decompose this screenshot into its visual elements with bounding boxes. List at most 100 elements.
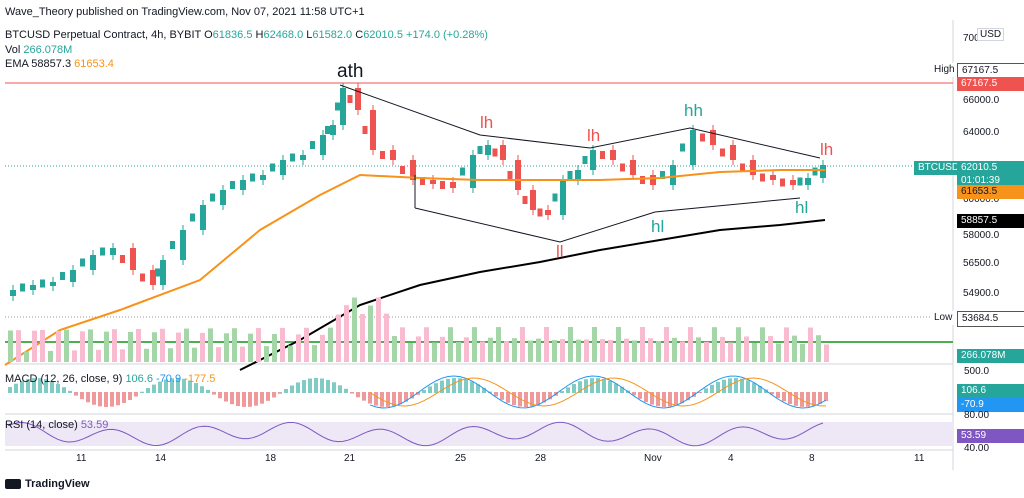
candle-body [760, 173, 765, 182]
macd-histogram-bar [128, 392, 132, 400]
symbol-title[interactable]: BTCUSD Perpetual Contract, 4h, BYBIT [5, 29, 202, 41]
macd-histogram-bar [230, 392, 234, 405]
macd-histogram-bar [26, 379, 30, 393]
macd-histogram-bar [824, 392, 828, 402]
macd-histogram-bar [278, 392, 282, 394]
low-tag: 53684.5 [957, 311, 1024, 327]
candle-body [155, 268, 160, 277]
macd-histogram-bar [38, 378, 42, 393]
footer-brand: TradingView [25, 478, 90, 490]
candle-body [430, 180, 436, 184]
macd-histogram-bar [488, 391, 492, 393]
candle-body [610, 150, 616, 160]
volume-bar [320, 334, 325, 362]
volume-bar [48, 350, 53, 362]
macd-histogram-bar [386, 392, 390, 407]
macd-histogram-bar [746, 380, 750, 393]
rsi-legend[interactable]: RSI (14, close) 53.59 [5, 419, 108, 431]
macd-histogram-bar [248, 392, 252, 407]
ema-fast-value: 61653.4 [74, 58, 114, 70]
candle-body [545, 210, 551, 215]
footer[interactable]: TradingView [5, 478, 90, 490]
candle-body [530, 190, 536, 210]
volume-bar [296, 334, 301, 362]
volume-bar [512, 338, 517, 362]
candle-body [537, 208, 543, 217]
candle-body [522, 196, 528, 204]
volume-bar [376, 297, 381, 362]
macd-histogram-bar [758, 385, 762, 393]
time-axis-label: 8 [809, 453, 815, 464]
tradingview-logo-icon [5, 479, 21, 489]
macd-histogram-bar [362, 392, 366, 401]
volume-bar [784, 327, 789, 362]
volume-bar [416, 336, 421, 362]
volume-bar [480, 341, 485, 362]
volume-bar [560, 339, 565, 362]
volume-bar [256, 328, 261, 362]
macd-histogram-bar [80, 392, 84, 400]
macd-line [369, 375, 827, 409]
candle-body [710, 130, 716, 145]
candle-body [210, 193, 215, 202]
time-axis-label: 25 [455, 453, 467, 464]
candle-body [40, 279, 45, 288]
annotation-lh-3: lh [820, 140, 834, 159]
volume-bar [448, 327, 453, 362]
macd-histogram-bar [542, 392, 546, 403]
candle-body [380, 151, 385, 159]
candle-body [560, 180, 566, 215]
macd-histogram-bar [500, 392, 504, 400]
time-axis-label: 21 [344, 453, 356, 464]
macd-histogram-bar [338, 385, 342, 393]
annotation-ll: ll [556, 242, 564, 261]
macd-histogram-bar [194, 383, 198, 393]
candle-body [590, 150, 596, 170]
ema-fast-tag: 61653.5 [957, 185, 1024, 199]
volume-bar [272, 334, 277, 362]
annotation-hh: hh [684, 101, 703, 120]
vol-legend[interactable]: Vol 266.078M [5, 44, 72, 56]
macd-histogram-bar [764, 389, 768, 393]
macd-histogram-bar [632, 392, 636, 396]
candle-body [250, 173, 255, 182]
macd-histogram-bar [806, 392, 810, 407]
candle-body [170, 241, 175, 249]
macd-histogram-bar [434, 383, 438, 393]
price-axis-label: 58000.0 [963, 230, 1000, 241]
macd-histogram-bar [50, 381, 54, 393]
macd-histogram-bar [752, 382, 756, 393]
price-axis-label: 54900.0 [963, 288, 1000, 299]
rsi-value: 53.59 [80, 419, 109, 431]
macd-tag-2: -70.9 [957, 398, 1024, 412]
candle-body [230, 181, 235, 189]
candle-body [200, 205, 206, 230]
ohlc-h-value: 62468.0 [263, 29, 304, 41]
volume-bar [64, 329, 69, 362]
macd-histogram-bar [302, 380, 306, 393]
macd-histogram-bar [62, 387, 66, 393]
ema-legend[interactable]: EMA 58857.3 61653.4 [5, 58, 114, 70]
macd-legend[interactable]: MACD (12, 26, close, 9) 106.6 -70.9 -177… [5, 373, 215, 385]
macd-histogram-bar [614, 383, 618, 393]
volume-bar [56, 331, 61, 362]
currency-button[interactable]: USD [977, 28, 1005, 41]
volume-bar [168, 348, 173, 362]
volume-bar [232, 328, 237, 362]
candle-body [552, 193, 558, 202]
volume-bar [352, 297, 357, 362]
candle-body [120, 255, 125, 263]
candle-body [630, 160, 636, 175]
volume-bar [400, 327, 405, 362]
macd-histogram-bar [710, 384, 714, 393]
volume-bar [208, 328, 213, 362]
volume-bar [552, 340, 557, 362]
volume-bar [408, 343, 413, 362]
macd-histogram-bar [14, 383, 18, 393]
volume-bar [720, 336, 725, 362]
macd-histogram-bar [512, 392, 516, 406]
macd-value-2: -70.9 [156, 373, 182, 385]
volume-bar [504, 341, 509, 362]
volume-bar [776, 343, 781, 362]
